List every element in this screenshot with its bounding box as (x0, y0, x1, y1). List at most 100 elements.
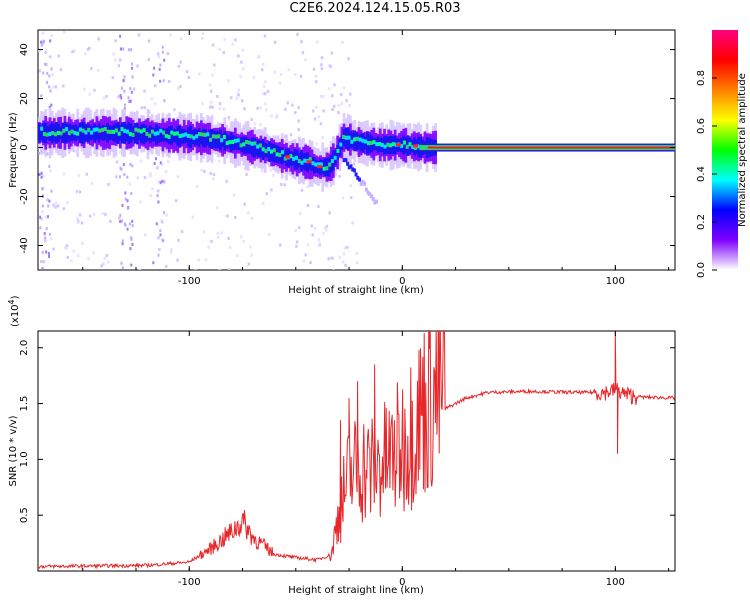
spectrogram-noise (262, 62, 265, 66)
spectrogram-noise (337, 111, 340, 115)
spectrogram-noise (315, 142, 318, 146)
spectrogram-noise (300, 40, 303, 44)
spectrogram-cell (275, 152, 279, 157)
spectrogram-cell (209, 137, 213, 142)
spectrogram-noise (119, 34, 122, 38)
spectrogram-noise (223, 37, 226, 41)
spectrogram-noise (156, 189, 160, 193)
spectrogram-cell (220, 138, 224, 143)
spectrogram-peak (306, 160, 312, 164)
spectrogram-noise (71, 50, 74, 54)
spectrogram-noise (342, 86, 346, 90)
spectrogram-cell (250, 141, 254, 146)
spectrogram-noise (114, 58, 117, 62)
spectrogram-noise (143, 89, 146, 93)
spectrogram-noise (92, 212, 96, 216)
spectrogram-noise (122, 163, 125, 167)
spectrogram-noise (301, 51, 305, 55)
spectrogram-noise (50, 67, 53, 71)
spectrogram-noise (40, 260, 43, 264)
spectrogram-noise (62, 30, 66, 34)
spectrogram-noise (75, 189, 79, 193)
spectrogram-noise (131, 75, 134, 79)
spectrogram-noise (313, 226, 317, 230)
spectrogram-noise (47, 215, 50, 219)
spectrogram-noise (88, 214, 92, 218)
spectrogram-noise (87, 257, 90, 261)
spectrogram-noise (97, 37, 100, 41)
spectrogram-cell (206, 131, 210, 146)
spectrogram-noise (312, 67, 316, 71)
spectrogram-noise (341, 40, 344, 44)
spectrogram-cell (244, 136, 248, 155)
spectrogram-noise (162, 79, 165, 83)
spectrogram-noise (333, 104, 336, 108)
spectrogram-noise (119, 219, 122, 223)
spectrogram-cell (272, 148, 276, 153)
spectrogram-noise (328, 87, 331, 91)
spectrogram-cell (383, 144, 387, 149)
snr-plot (38, 331, 675, 570)
spectrogram-cell (327, 157, 331, 177)
spectrogram-cell (214, 134, 218, 139)
spectrogram-cell (121, 122, 124, 144)
spectrogram-noise (104, 212, 107, 216)
spectrogram-noise (126, 199, 129, 203)
spectrogram-noise (143, 106, 147, 110)
y-tick-label: -20 (19, 188, 30, 204)
spectrogram-noise (54, 205, 57, 209)
spectrogram-noise (264, 102, 267, 106)
spectrogram-noise (311, 109, 315, 113)
spectrogram-noise (201, 101, 204, 105)
spectrogram-noise (64, 246, 68, 250)
spectrogram-noise (338, 174, 341, 178)
spectrogram-cell (357, 177, 361, 182)
spectrogram-noise (176, 258, 179, 262)
spectrogram-cell (117, 131, 121, 136)
spectrogram-cell (344, 135, 348, 140)
spectrogram-noise (114, 39, 117, 43)
spectrogram-noise (343, 246, 347, 250)
spectrogram-noise (186, 269, 190, 270)
spectrogram-cell (40, 125, 43, 140)
spectrogram-noise (226, 214, 229, 218)
spectrogram-noise (119, 150, 122, 154)
spectrogram-cell (366, 141, 370, 146)
spectrogram-noise (85, 172, 89, 176)
spectrogram-cell (355, 136, 359, 141)
spectrogram-noise (313, 117, 317, 121)
spectrogram-noise (155, 222, 158, 226)
spectrogram-cell (373, 200, 377, 205)
spectrogram-noise (164, 264, 168, 268)
spectrogram-noise (158, 248, 161, 252)
spectrogram-cell (81, 128, 85, 133)
spectrogram-noise (52, 203, 55, 207)
spectrogram-cell (45, 132, 49, 137)
x-tick-label: 100 (606, 577, 625, 588)
spectrogram-noise (242, 239, 245, 243)
spectrogram-cell (120, 127, 124, 132)
spectrogram-noise (328, 64, 331, 68)
spectrogram-cell (344, 158, 348, 163)
spectrogram-noise (50, 189, 53, 193)
spectrogram-noise (154, 157, 157, 161)
spectrogram-noise (43, 239, 47, 243)
y-tick-label: 20 (19, 92, 30, 105)
spectrogram-noise (324, 228, 328, 232)
spectrogram-noise (299, 74, 303, 78)
spectrogram-noise (41, 187, 44, 191)
spectrogram-noise (322, 109, 325, 113)
spectrogram-cell (414, 145, 418, 150)
spectrogram-noise (176, 86, 180, 90)
spectrogram-noise (230, 96, 233, 100)
spectrogram-noise (237, 93, 240, 97)
spectrogram-cell (317, 162, 321, 167)
spectrogram-noise (62, 84, 65, 88)
spectrogram-cell (65, 127, 69, 132)
spectrogram-noise (318, 242, 321, 246)
spectrogram-noise (41, 31, 45, 35)
spectrogram-cell (89, 130, 93, 135)
spectrogram-cell (371, 196, 375, 201)
spectrogram-noise (265, 133, 269, 137)
spectrogram-cell (211, 134, 215, 139)
